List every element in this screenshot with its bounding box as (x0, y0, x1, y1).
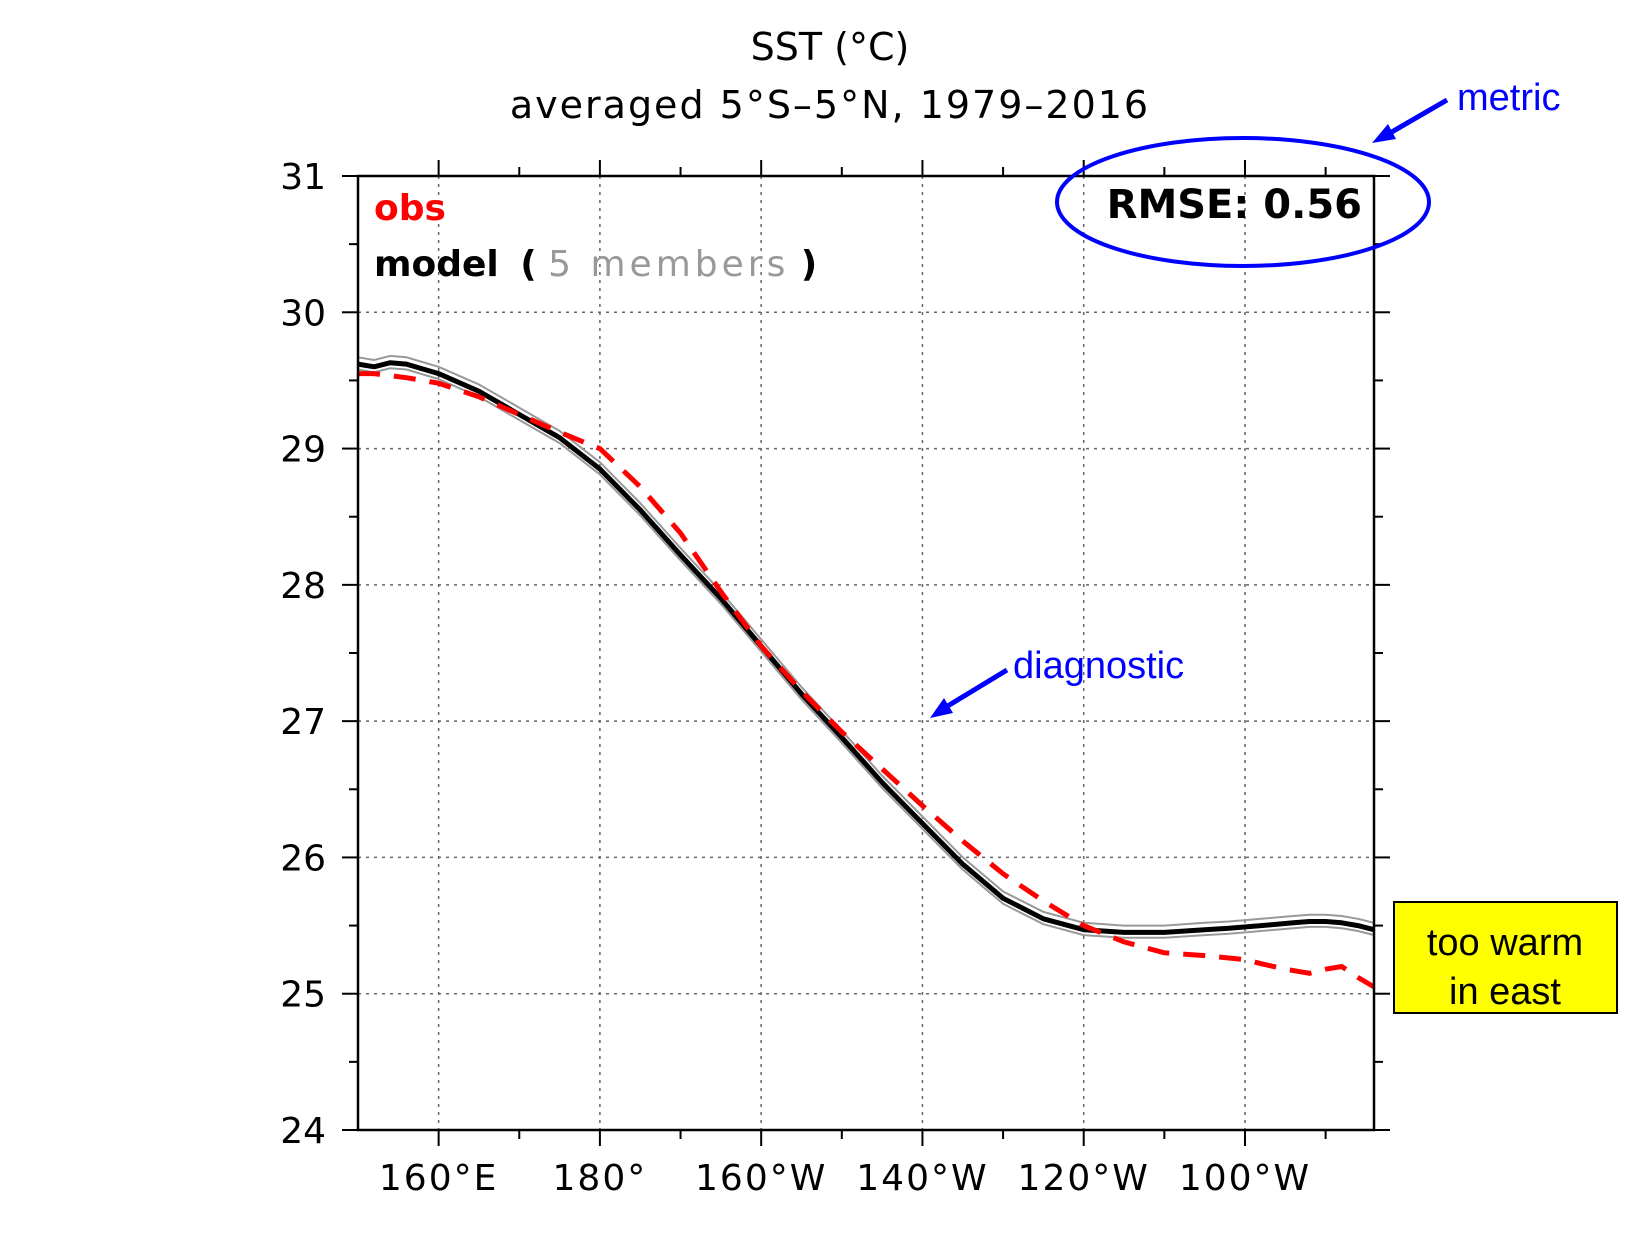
tick-labels: 24 25 26 27 28 29 30 31 160°E 180° 160°W 140°W 120°W… (280, 157, 1311, 1199)
legend-obs: obs (374, 188, 446, 229)
legend-close-paren: ) (801, 244, 817, 285)
axis-ticks (342, 160, 1390, 1146)
note-box (1393, 901, 1618, 1014)
metric-arrow (1388, 97, 1449, 136)
diagnostic-arrow (944, 667, 1009, 710)
obs-line (358, 371, 1376, 990)
x-tick-label: 180° (553, 1158, 648, 1199)
legend-model: model (374, 244, 499, 285)
y-tick-label: 30 (280, 293, 326, 334)
y-tick-label: 29 (280, 430, 326, 471)
chart-title: SST (°C) (751, 25, 910, 69)
y-tick-label: 25 (280, 975, 326, 1016)
legend: obs model ( 5 members ) (374, 188, 817, 285)
model-member-line (357, 367, 1375, 939)
x-tick-label: 160°E (379, 1158, 498, 1199)
metric-ellipse (1055, 136, 1431, 268)
note-line-2: in east (1449, 971, 1561, 1013)
x-tick-label: 140°W (856, 1158, 988, 1199)
rmse-label: RMSE: 0.56 (1107, 182, 1362, 228)
y-tick-label: 24 (280, 1111, 326, 1152)
series-lines (357, 360, 1376, 990)
model-line (357, 360, 1375, 935)
plot-frame (356, 174, 1376, 1132)
x-tick-label: 160°W (695, 1158, 827, 1199)
chart-subtitle: averaged 5°S–5°N, 1979–2016 (510, 83, 1150, 127)
y-tick-label: 26 (280, 838, 326, 879)
x-tick-label: 120°W (1018, 1158, 1150, 1199)
model-member-lines (357, 354, 1375, 939)
legend-model-line: model ( 5 members ) (374, 244, 817, 285)
y-tick-label: 31 (280, 157, 326, 198)
note-line-1: too warm (1427, 922, 1583, 964)
diagnostic-label: diagnostic (1013, 645, 1184, 687)
y-tick-label: 28 (280, 566, 326, 607)
metric-label: metric (1457, 77, 1560, 119)
legend-open-paren: ( (520, 244, 536, 285)
model-member-line (357, 354, 1375, 927)
metric-arrow-head (1372, 124, 1396, 143)
x-tick-label: 100°W (1179, 1158, 1311, 1199)
diagnostic-arrow-head (930, 698, 953, 718)
legend-members: 5 members (548, 244, 789, 285)
grid-lines (358, 176, 1374, 1130)
y-tick-label: 27 (280, 702, 326, 743)
